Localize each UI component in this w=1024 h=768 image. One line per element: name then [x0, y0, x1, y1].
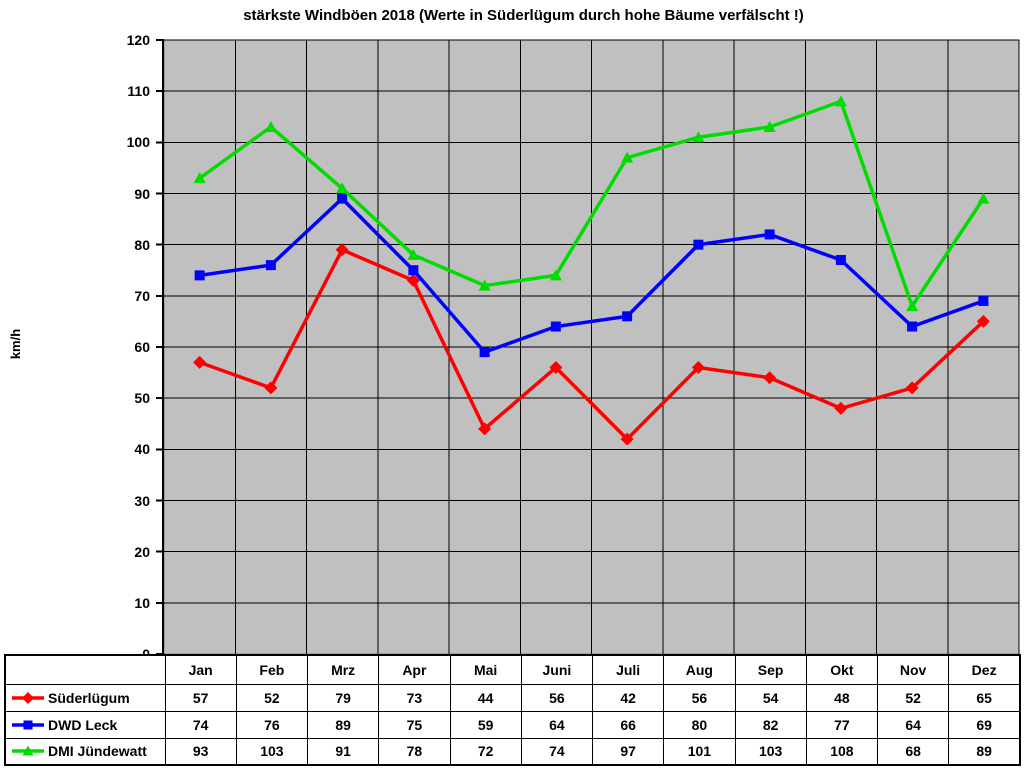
y-tick-label: 110 — [127, 83, 150, 100]
month-header-cell: Mrz — [306, 654, 380, 685]
value-cell: 66 — [591, 710, 665, 739]
value-cell: 69 — [948, 710, 1021, 739]
month-header-row: Jan Feb Mrz Apr Mai Juni Juli Aug Sep Okt Nov Dez — [4, 654, 1021, 685]
legend-header-cell — [4, 654, 166, 685]
value-cell: 72 — [449, 737, 522, 766]
series-row: Süderlügum 57 52 79 73 44 56 42 56 54 48 52 65 — [4, 683, 1021, 712]
month-header-cell: Juni — [520, 654, 594, 685]
value-cell: 78 — [378, 737, 451, 766]
value-cell: 77 — [805, 710, 879, 739]
legend-cell: Süderlügum — [4, 683, 166, 712]
value-cell: 48 — [805, 683, 879, 712]
legend-key-diamond-icon — [12, 691, 44, 704]
data-table: Jan Feb Mrz Apr Mai Juni Juli Aug Sep Okt Nov Dez S… — [4, 654, 1021, 766]
legend-key-triangle-icon — [12, 745, 44, 756]
value-cell: 57 — [164, 683, 237, 712]
value-cell: 97 — [591, 737, 665, 766]
value-cell: 42 — [591, 683, 665, 712]
y-tick-label: 20 — [134, 543, 150, 560]
series-row: DMI Jündewatt 93 103 91 78 72 74 97 101 103 108 68 8… — [4, 737, 1021, 766]
month-header-cell: Aug — [663, 654, 736, 685]
value-cell: 54 — [734, 683, 807, 712]
series-row: DWD Leck 74 76 89 75 59 64 66 80 82 77 64 69 — [4, 710, 1021, 739]
value-cell: 108 — [805, 737, 879, 766]
y-tick-label: 60 — [134, 339, 150, 355]
y-tick-label: 80 — [134, 236, 150, 253]
month-header-cell: Mai — [449, 654, 522, 685]
value-cell: 101 — [663, 737, 736, 766]
value-cell: 93 — [164, 737, 237, 766]
value-cell: 74 — [520, 737, 594, 766]
value-cell: 44 — [449, 683, 522, 712]
month-header-cell: Nov — [876, 654, 950, 685]
value-cell: 73 — [378, 683, 451, 712]
month-header-cell: Juli — [591, 654, 665, 685]
y-tick-label: 70 — [134, 287, 150, 304]
legend-key-square-icon — [12, 720, 44, 729]
value-cell: 64 — [520, 710, 594, 739]
legend-cell: DWD Leck — [4, 710, 166, 739]
value-cell: 56 — [520, 683, 594, 712]
value-cell: 76 — [235, 710, 309, 739]
value-cell: 68 — [876, 737, 950, 766]
month-header-cell: Feb — [235, 654, 309, 685]
legend-cell: DMI Jündewatt — [4, 737, 166, 766]
value-cell: 56 — [663, 683, 736, 712]
y-tick-label: 90 — [134, 185, 150, 202]
series-name: Süderlügum — [48, 689, 130, 706]
value-cell: 52 — [876, 683, 950, 712]
value-cell: 79 — [306, 683, 380, 712]
y-tick-label: 100 — [126, 134, 150, 151]
value-cell: 75 — [378, 710, 451, 739]
value-cell: 103 — [235, 737, 309, 766]
y-tick-label: 30 — [134, 492, 150, 509]
month-header-cell: Jan — [164, 654, 237, 685]
y-tick-label: 40 — [134, 441, 150, 458]
value-cell: 89 — [306, 710, 380, 739]
y-tick-label: 10 — [134, 594, 150, 611]
month-header-cell: Dez — [948, 654, 1021, 685]
month-header-cell: Okt — [805, 654, 879, 685]
value-cell: 65 — [948, 683, 1021, 712]
month-header-cell: Apr — [378, 654, 451, 685]
value-cell: 82 — [734, 710, 807, 739]
value-cell: 103 — [734, 737, 807, 766]
y-tick-label: 50 — [134, 390, 150, 407]
value-cell: 52 — [235, 683, 309, 712]
y-tick-label: 120 — [126, 32, 150, 48]
value-cell: 89 — [948, 737, 1021, 766]
value-cell: 91 — [306, 737, 380, 766]
value-cell: 80 — [663, 710, 736, 739]
value-cell: 64 — [876, 710, 950, 739]
series-name: DWD Leck — [48, 716, 118, 733]
value-cell: 59 — [449, 710, 522, 739]
chart-title: stärkste Windböen 2018 (Werte in Süderlü… — [243, 7, 804, 24]
month-header-cell: Sep — [734, 654, 807, 685]
value-cell: 74 — [164, 710, 237, 739]
series-name: DMI Jündewatt — [48, 743, 147, 760]
